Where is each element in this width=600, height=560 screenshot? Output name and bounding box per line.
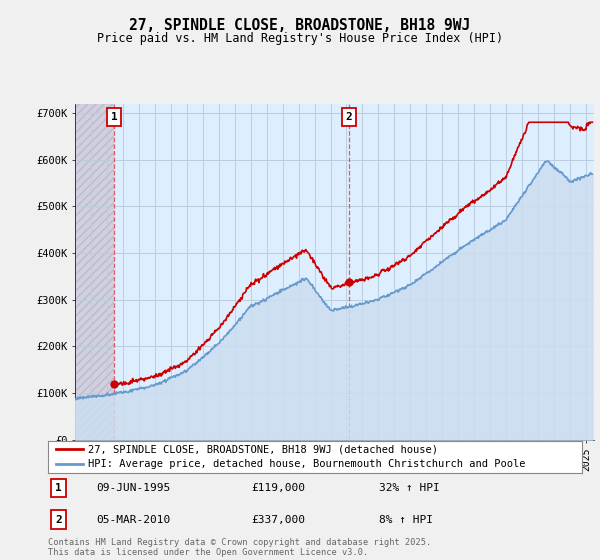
Text: 1: 1 bbox=[110, 112, 118, 122]
Text: 27, SPINDLE CLOSE, BROADSTONE, BH18 9WJ (detached house): 27, SPINDLE CLOSE, BROADSTONE, BH18 9WJ … bbox=[88, 445, 438, 455]
Text: £337,000: £337,000 bbox=[251, 515, 305, 525]
Text: Price paid vs. HM Land Registry's House Price Index (HPI): Price paid vs. HM Land Registry's House … bbox=[97, 32, 503, 45]
Text: HPI: Average price, detached house, Bournemouth Christchurch and Poole: HPI: Average price, detached house, Bour… bbox=[88, 459, 526, 469]
Text: 27, SPINDLE CLOSE, BROADSTONE, BH18 9WJ: 27, SPINDLE CLOSE, BROADSTONE, BH18 9WJ bbox=[130, 18, 470, 33]
Text: 32% ↑ HPI: 32% ↑ HPI bbox=[379, 483, 440, 493]
Text: 09-JUN-1995: 09-JUN-1995 bbox=[96, 483, 170, 493]
Text: 8% ↑ HPI: 8% ↑ HPI bbox=[379, 515, 433, 525]
Text: £119,000: £119,000 bbox=[251, 483, 305, 493]
Text: 1: 1 bbox=[55, 483, 62, 493]
Text: 05-MAR-2010: 05-MAR-2010 bbox=[96, 515, 170, 525]
Text: 2: 2 bbox=[55, 515, 62, 525]
Text: 2: 2 bbox=[346, 112, 353, 122]
Text: Contains HM Land Registry data © Crown copyright and database right 2025.
This d: Contains HM Land Registry data © Crown c… bbox=[48, 538, 431, 557]
